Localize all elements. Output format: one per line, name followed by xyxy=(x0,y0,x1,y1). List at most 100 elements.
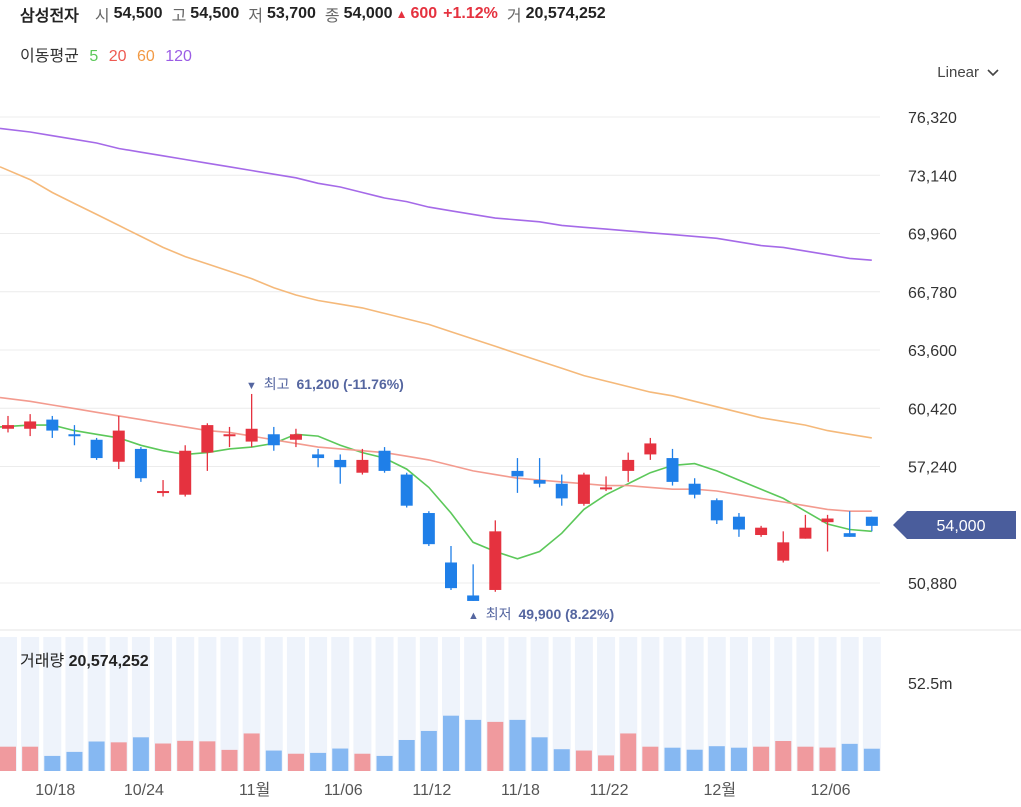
candle xyxy=(112,415,125,470)
volume-band xyxy=(176,637,195,771)
volume-bar xyxy=(177,740,194,771)
candle-body xyxy=(112,430,125,462)
ma60-legend: 60 xyxy=(136,48,155,65)
moving-average-lines xyxy=(0,127,872,560)
volume-band xyxy=(220,637,239,771)
gridlines xyxy=(0,116,1021,631)
candle xyxy=(223,426,236,448)
candle xyxy=(865,516,878,532)
candle-body xyxy=(157,491,170,494)
high-value: 54,500 xyxy=(190,5,240,22)
volume-band xyxy=(574,637,593,771)
candle xyxy=(843,511,856,537)
low-annotation-label: 최저 xyxy=(486,606,512,622)
volume-bar xyxy=(420,730,437,771)
candle-body xyxy=(666,458,679,482)
candle xyxy=(2,415,14,433)
y-tick-label: 60,420 xyxy=(908,401,957,418)
candle-body xyxy=(378,450,391,471)
candle-body xyxy=(90,439,103,459)
candle-body xyxy=(68,434,81,437)
volume-bar xyxy=(509,719,526,771)
volume-bar xyxy=(0,746,16,771)
volume-bar xyxy=(354,753,371,771)
volume-bar xyxy=(686,749,703,771)
volume-value: 20,574,252 xyxy=(525,5,606,22)
y-tick-label: 76,320 xyxy=(908,110,957,127)
current-price-badge-shape xyxy=(893,511,1016,539)
ma60-line xyxy=(0,166,872,439)
volume-bar xyxy=(863,748,880,771)
ma5-legend: 5 xyxy=(89,48,99,65)
candle-body xyxy=(312,454,325,459)
candle xyxy=(644,437,657,460)
low-value: 53,700 xyxy=(266,5,316,22)
volume-bar xyxy=(443,715,459,771)
x-tick-label: 10/24 xyxy=(124,782,164,799)
candle xyxy=(577,472,590,506)
volume-bar xyxy=(664,747,681,771)
candle xyxy=(777,531,790,563)
volume-band xyxy=(309,637,328,771)
volume-bar xyxy=(708,746,725,771)
high-annotation: ▼ 최고 61,200 (-11.76%) xyxy=(246,376,404,392)
candle xyxy=(555,474,568,506)
y-tick-label: 50,880 xyxy=(908,576,957,593)
candle-body xyxy=(223,434,236,437)
x-tick-label: 11월 xyxy=(239,781,270,799)
volume-band xyxy=(331,637,350,771)
volume-bar xyxy=(819,747,836,771)
candle-body xyxy=(445,562,457,589)
chevron-down-icon xyxy=(987,68,999,76)
volume-band xyxy=(375,637,394,771)
volume-bar xyxy=(598,755,615,771)
volume-bar xyxy=(132,737,149,771)
candle xyxy=(90,437,103,460)
volume-bar xyxy=(841,743,858,771)
volume-band xyxy=(87,637,106,771)
candle-body xyxy=(489,531,502,590)
candle-body xyxy=(356,459,369,473)
volume-bar xyxy=(398,739,415,771)
candle xyxy=(134,447,147,482)
quote-header: 삼성전자 시 54,500 고 54,500 저 53,700 종 54,000… xyxy=(20,4,615,25)
candle xyxy=(267,426,280,451)
volume-band xyxy=(685,637,704,771)
volume-bar xyxy=(221,749,238,771)
candle xyxy=(312,448,325,468)
candle xyxy=(710,498,723,525)
candle-body xyxy=(467,595,480,601)
volume-band xyxy=(774,637,793,771)
volume-bar xyxy=(753,746,770,771)
candle-body xyxy=(644,443,657,455)
candle xyxy=(334,454,347,484)
candle-body xyxy=(400,474,413,506)
volume-band xyxy=(663,637,682,771)
candle xyxy=(46,415,59,438)
volume-bar xyxy=(22,746,39,771)
moving-average-legend[interactable]: 이동평균 5 20 60 120 xyxy=(20,42,198,66)
candle-body xyxy=(777,542,790,561)
candle xyxy=(666,448,679,486)
volume-band xyxy=(65,637,84,771)
candle xyxy=(533,458,546,488)
change-value: 600 xyxy=(410,5,438,22)
current-price-badge: 54,000 xyxy=(893,511,1016,539)
volume-band xyxy=(154,637,173,771)
volume-band xyxy=(264,637,283,771)
volume-bar xyxy=(66,751,83,771)
candle xyxy=(289,428,302,448)
volume-bar xyxy=(199,741,216,771)
volume-band xyxy=(752,637,771,771)
volume-bar xyxy=(553,749,570,771)
volume-band xyxy=(286,637,305,771)
scale-select[interactable]: Linear xyxy=(937,64,999,81)
volume-band xyxy=(707,637,726,771)
candle xyxy=(467,564,480,601)
candle-body xyxy=(577,474,590,504)
low-label: 저 xyxy=(248,8,263,25)
volume-bar xyxy=(575,750,592,771)
volume-label: 거 xyxy=(506,8,522,25)
candle-body xyxy=(555,483,568,499)
